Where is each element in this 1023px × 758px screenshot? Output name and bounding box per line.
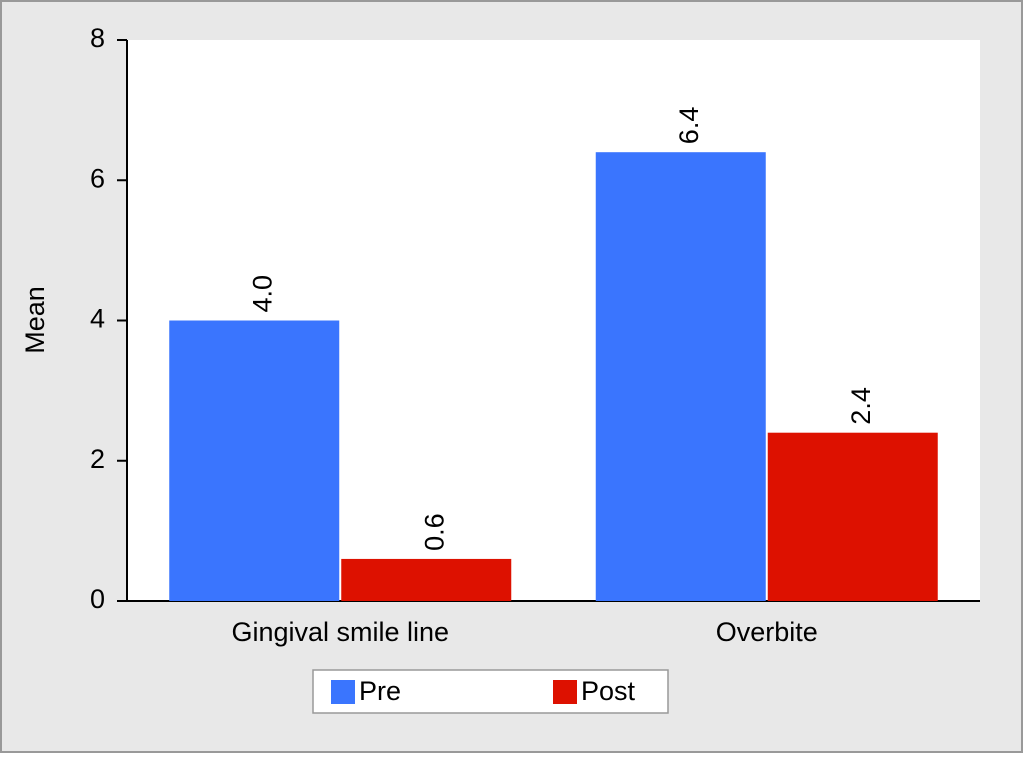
bar bbox=[767, 432, 938, 601]
legend-swatch bbox=[331, 680, 355, 704]
y-tick-label: 4 bbox=[90, 304, 105, 334]
legend-label: Post bbox=[581, 676, 636, 706]
data-label: 2.4 bbox=[846, 387, 876, 425]
y-axis-label: Mean bbox=[20, 286, 50, 354]
legend-label: Pre bbox=[359, 676, 401, 706]
y-tick-label: 8 bbox=[90, 23, 105, 53]
data-label: 0.6 bbox=[419, 513, 449, 551]
legend-swatch bbox=[553, 680, 577, 704]
bar bbox=[341, 558, 512, 601]
legend-box bbox=[312, 669, 669, 714]
data-label: 6.4 bbox=[674, 107, 704, 145]
y-tick-label: 0 bbox=[90, 584, 105, 614]
x-tick-label: Gingival smile line bbox=[231, 617, 449, 647]
y-tick-label: 2 bbox=[90, 444, 105, 474]
bar bbox=[595, 152, 766, 601]
x-tick-label: Overbite bbox=[716, 617, 818, 647]
data-label: 4.0 bbox=[247, 275, 277, 313]
y-tick-label: 6 bbox=[90, 163, 105, 193]
bar bbox=[169, 320, 340, 601]
